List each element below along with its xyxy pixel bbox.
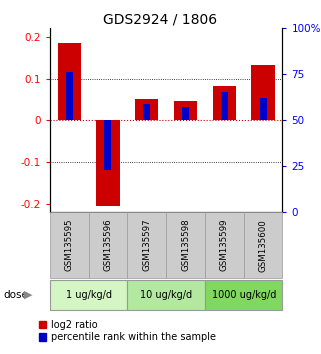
Bar [57, 43, 81, 120]
Text: GSM135599: GSM135599 [220, 219, 229, 272]
Text: 1000 ug/kg/d: 1000 ug/kg/d [212, 290, 276, 300]
Text: GSM135596: GSM135596 [103, 219, 112, 272]
Text: 1 ug/kg/d: 1 ug/kg/d [65, 290, 111, 300]
Text: GSM135597: GSM135597 [142, 219, 151, 272]
Bar [66, 72, 73, 120]
Text: ▶: ▶ [24, 290, 32, 300]
Bar [166, 212, 205, 278]
Bar [50, 280, 127, 310]
Legend: log2 ratio, percentile rank within the sample: log2 ratio, percentile rank within the s… [39, 320, 216, 342]
Bar [260, 98, 266, 120]
Bar [213, 86, 236, 120]
Bar [143, 104, 150, 120]
Bar [244, 212, 282, 278]
Bar [127, 212, 166, 278]
Bar [104, 120, 111, 170]
Text: 10 ug/kg/d: 10 ug/kg/d [140, 290, 192, 300]
Bar [50, 212, 89, 278]
Bar [205, 280, 282, 310]
Bar [135, 99, 158, 120]
Bar [205, 212, 244, 278]
Bar [221, 92, 228, 120]
Bar [89, 212, 127, 278]
Text: dose: dose [3, 290, 28, 300]
Bar [96, 120, 120, 206]
Text: GDS2924 / 1806: GDS2924 / 1806 [103, 12, 218, 27]
Text: GSM135600: GSM135600 [259, 219, 268, 272]
Bar [174, 101, 197, 120]
Text: GSM135598: GSM135598 [181, 219, 190, 272]
Text: GSM135595: GSM135595 [65, 219, 74, 272]
Bar [251, 65, 275, 120]
Bar [127, 280, 205, 310]
Bar [182, 107, 189, 120]
